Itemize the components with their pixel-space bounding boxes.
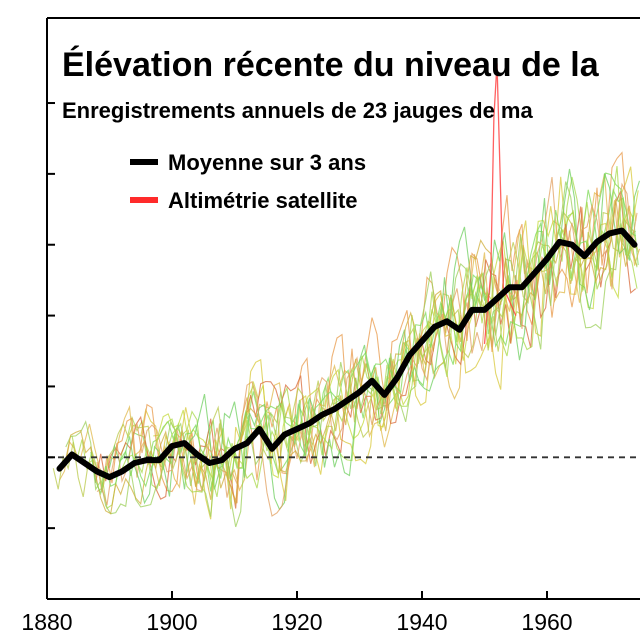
x-tick-label: 1960 (521, 609, 572, 635)
y-ticks (47, 102, 55, 530)
legend-label-satellite: Altimétrie satellite (168, 188, 358, 213)
x-tick-label: 1920 (271, 609, 322, 635)
x-tick-label: 1880 (21, 609, 72, 635)
satellite-altimetry-line (483, 63, 517, 344)
tide-gauge-trace (108, 168, 640, 511)
legend-label-mean: Moyenne sur 3 ans (168, 150, 366, 175)
x-ticks: 1880 1900 1920 1940 1960 (21, 591, 573, 635)
x-tick-label: 1940 (396, 609, 447, 635)
mean-3yr-line (56, 227, 638, 481)
chart-title: Élévation récente du niveau de la (62, 46, 600, 84)
tide-gauge-trace (65, 181, 636, 528)
x-tick-label: 1900 (146, 609, 197, 635)
legend: Moyenne sur 3 ans Altimétrie satellite (130, 150, 366, 213)
tide-gauge-trace (96, 177, 638, 517)
chart-subtitle: Enregistrements annuels de 23 jauges de … (62, 98, 533, 123)
